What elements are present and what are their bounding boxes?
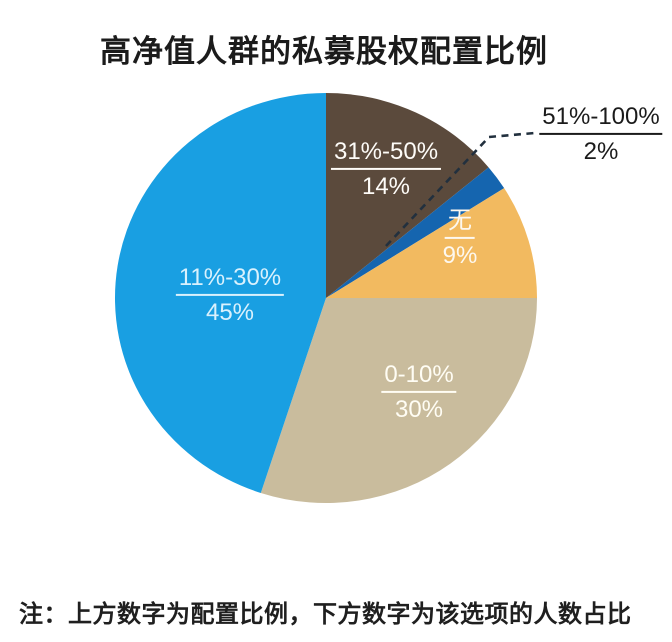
pie-slice-2 bbox=[326, 188, 537, 298]
slice-range-0-10: 0-10% bbox=[381, 361, 457, 393]
slice-range-31-50: 31%-50% bbox=[330, 138, 442, 170]
slice-label-0-10: 0-10% 30% bbox=[381, 361, 457, 423]
slice-label-11-30: 11%-30% 45% bbox=[175, 264, 285, 326]
slice-range-11-30: 11%-30% bbox=[175, 264, 285, 296]
pie-slices bbox=[114, 93, 537, 504]
slice-label-31-50: 31%-50% 14% bbox=[330, 138, 442, 200]
slice-share-11-30: 45% bbox=[205, 298, 255, 326]
slice-share-none: 9% bbox=[442, 241, 478, 269]
slice-label-none: 无 9% bbox=[443, 207, 478, 269]
slice-range-51-100: 51%-100% bbox=[539, 103, 663, 135]
pie-slice-3 bbox=[260, 298, 537, 504]
chart-title: 高净值人群的私募股权配置比例 bbox=[100, 34, 548, 69]
slice-share-51-100: 2% bbox=[583, 137, 619, 165]
chart-footnote: 注：上方数字为配置比例，下方数字为该选项的人数占比 bbox=[19, 601, 632, 628]
pie-slice-0 bbox=[326, 93, 489, 298]
pie-slice-4 bbox=[114, 93, 327, 493]
slice-share-0-10: 30% bbox=[394, 395, 444, 423]
slice-label-51-100: 51%-100% 2% bbox=[539, 103, 663, 165]
slice-range-none: 无 bbox=[445, 207, 475, 239]
pie-slice-1 bbox=[326, 167, 505, 298]
callout-leader-line bbox=[385, 131, 536, 247]
slice-share-31-50: 14% bbox=[361, 172, 411, 200]
